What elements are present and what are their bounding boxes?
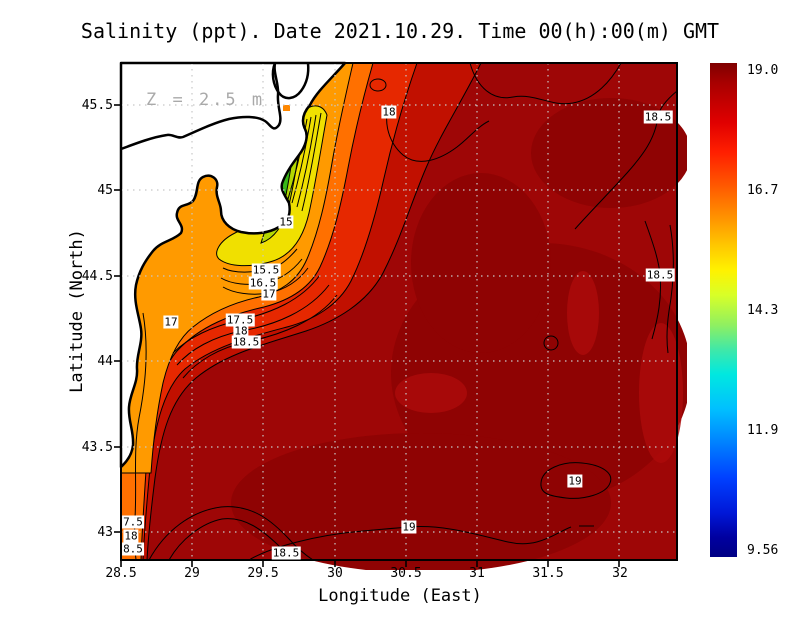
x-tick-label: 28.5 xyxy=(105,566,137,581)
y-tick-label: 45.5 xyxy=(81,98,113,113)
x-tick-label: 29.5 xyxy=(247,566,279,581)
high-salinity-patches xyxy=(231,98,687,570)
contour-label: 18 xyxy=(123,529,139,543)
colorbar xyxy=(710,63,737,557)
contour-label: 18 xyxy=(233,324,249,338)
contour-label: 19 xyxy=(567,474,583,488)
x-tick-label: 31.5 xyxy=(532,566,564,581)
contour-label: 17.5 xyxy=(225,313,255,327)
lagoon-water-dot xyxy=(283,105,290,111)
x-tick-label: 29 xyxy=(184,566,200,581)
y-tick-label: 45 xyxy=(97,183,113,198)
plot-title: Salinity (ppt). Date 2021.10.29. Time 00… xyxy=(80,19,720,43)
contour-label: 18 xyxy=(381,105,397,119)
contour-label: 18.5 xyxy=(231,335,261,349)
plot-frame xyxy=(120,62,678,561)
axis-ticks xyxy=(114,104,620,567)
land xyxy=(119,61,347,469)
x-tick-label: 30.5 xyxy=(390,566,422,581)
contour-label: 18.5 xyxy=(643,110,673,124)
gridlines xyxy=(121,63,677,560)
colorbar-tick-label: 11.9 xyxy=(747,423,779,438)
contour-label: 16.5 xyxy=(248,276,278,290)
contour-label: 17 xyxy=(163,315,179,329)
y-tick-label: 44.5 xyxy=(81,269,113,284)
colorbar-tick-label: 14.3 xyxy=(747,303,779,318)
y-axis-label: Latitude (North) xyxy=(67,229,87,393)
contour-label: 17 xyxy=(261,287,277,301)
contour-label: 8.5 xyxy=(122,542,144,556)
contour-label: 15.5 xyxy=(251,263,281,277)
colorbar-tick-label: 9.56 xyxy=(747,543,779,558)
contour-label: 7.5 xyxy=(122,515,144,529)
contour-label: 19 xyxy=(401,520,417,534)
colorbar-tick-label: 16.7 xyxy=(747,183,779,198)
depth-annotation: Z = 2.5 m xyxy=(146,90,266,110)
x-tick-label: 30 xyxy=(327,566,343,581)
y-tick-label: 43 xyxy=(97,525,113,540)
y-tick-label: 43.5 xyxy=(81,440,113,455)
x-axis-label: Longitude (East) xyxy=(318,586,482,606)
salinity-streaks xyxy=(395,271,683,463)
x-tick-label: 32 xyxy=(612,566,628,581)
x-tick-label: 31 xyxy=(469,566,485,581)
colorbar-tick-label: 19.0 xyxy=(747,63,779,78)
coastline-details xyxy=(120,62,310,151)
salinity-map-canvas xyxy=(114,61,687,570)
y-tick-label: 44 xyxy=(97,354,113,369)
contour-label: 18.5 xyxy=(645,268,675,282)
contour-label: 18.5 xyxy=(271,546,301,560)
contour-label: 15 xyxy=(278,215,294,229)
